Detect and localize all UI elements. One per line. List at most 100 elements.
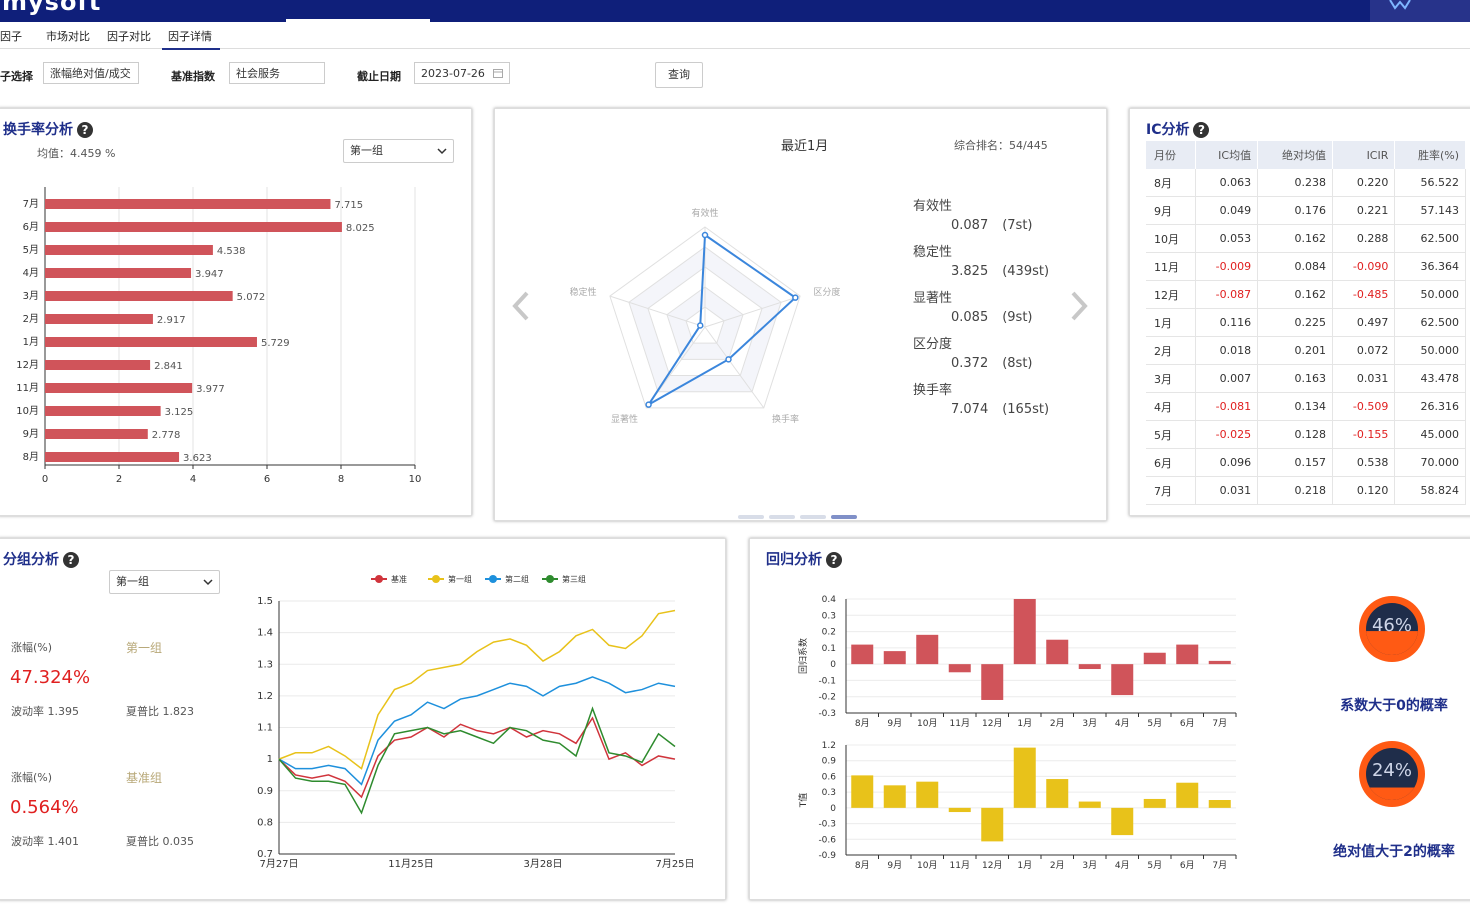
bar: [1111, 664, 1134, 696]
metric-value-row: 0.085 (9st): [913, 310, 1093, 333]
help-icon[interactable]: ?: [1193, 122, 1210, 138]
bar: [981, 664, 1004, 700]
ic-table-cell: 0.128: [1257, 420, 1333, 449]
y-tick-label: 7月: [23, 198, 39, 210]
y-tick-label: -0.6: [818, 835, 836, 845]
x-tick-label: 6: [264, 474, 270, 485]
ic-header-cell[interactable]: 月份: [1146, 141, 1196, 169]
ic-table-row: 9月 0.049 0.176 0.221 57.143: [1146, 196, 1466, 225]
ic-header-cell[interactable]: 绝对均值: [1257, 141, 1333, 169]
carousel-dot[interactable]: [738, 515, 764, 519]
coef-bar-chart: 0.4 0.3 0.2 0.1 0 -0.1 -0.2 -0.3 回归系数 8月 9月 10月 11月 1…: [797, 595, 1237, 729]
ic-table-cell: 0.162: [1257, 280, 1333, 309]
x-tick-label: 3月28日: [523, 858, 562, 870]
ic-table-cell: 0.072: [1332, 336, 1396, 365]
tab-market-compare[interactable]: 市场对比: [46, 30, 90, 43]
radar-spoke: [609, 295, 706, 328]
bar-value-label: 4.538: [217, 246, 246, 257]
y-tick-label: 0.4: [822, 595, 837, 605]
legend-marker: [489, 575, 497, 583]
ic-table-cell: 0.220: [1332, 169, 1396, 197]
bar: [851, 644, 874, 665]
bar: [45, 245, 213, 255]
ic-table-cell: 9月: [1146, 196, 1196, 225]
legend-label: 第三组: [562, 574, 586, 584]
prob1-pct: 46%: [1371, 615, 1412, 636]
chevron-left-icon[interactable]: [511, 291, 531, 321]
x-tick-label: 12月: [982, 860, 1002, 871]
ic-table-cell: -0.509: [1332, 392, 1396, 421]
topbar-active-indicator: [286, 19, 430, 22]
ic-header-cell[interactable]: ICIR: [1332, 141, 1396, 169]
help-icon[interactable]: ?: [77, 122, 93, 138]
bar: [45, 222, 342, 232]
calendar-icon: [493, 69, 503, 78]
chevron-right-icon[interactable]: [1069, 291, 1089, 321]
ic-table-row: 4月 -0.081 0.134 -0.509 26.316: [1146, 392, 1466, 421]
ic-table-cell: 0.134: [1257, 392, 1333, 421]
bar-value-label: 8.025: [346, 223, 375, 234]
y-tick-label: 4月: [23, 267, 39, 279]
y-tick-label: 5月: [23, 244, 39, 256]
y-tick-label: 11月: [16, 382, 39, 394]
group-select[interactable]: 第一组: [109, 570, 220, 594]
metric-value-row: 0.087 (7st): [913, 218, 1093, 241]
carousel-dot[interactable]: [769, 515, 795, 519]
ic-header-cell[interactable]: 胜率(%): [1394, 141, 1466, 169]
user-menu[interactable]: [1370, 0, 1470, 22]
bar: [883, 785, 906, 808]
tab-factor[interactable]: 因子: [0, 30, 22, 43]
index-select[interactable]: 社会服务: [229, 62, 325, 84]
help-icon[interactable]: ?: [63, 552, 79, 568]
ic-table-row: 7月 0.031 0.218 0.120 58.824: [1146, 476, 1466, 505]
group2-rise-value: 0.564%: [10, 797, 79, 818]
date-value: 2023-07-26: [421, 67, 485, 80]
x-tick-label: 8: [338, 474, 344, 485]
ic-table-cell: 0.116: [1195, 308, 1259, 337]
tab-factor-detail[interactable]: 因子详情: [162, 28, 220, 50]
t-bar-chart: 1.2 0.9 0.6 0.3 0 -0.3 -0.6 -0.9 T值 8月 9月 10月 11月 12月…: [797, 741, 1237, 871]
ic-table-cell: 0.031: [1195, 476, 1259, 505]
legend-label: 第一组: [448, 574, 472, 584]
factor-select[interactable]: 涨幅绝对值/成交: [43, 62, 139, 84]
bar-value-label: 2.917: [157, 315, 186, 326]
legend-marker: [546, 575, 554, 583]
ic-table-cell: 0.018: [1195, 336, 1259, 365]
ic-table-cell: 0.049: [1195, 196, 1259, 225]
x-tick-label: 1月: [1017, 860, 1032, 871]
turnover-group-select[interactable]: 第一组: [343, 139, 454, 163]
radar-axis-label: 区分度: [813, 286, 840, 298]
carousel-dot[interactable]: [800, 515, 826, 519]
radar-axis-label: 稳定性: [570, 286, 597, 298]
ic-header-cell[interactable]: IC均值: [1195, 141, 1259, 169]
index-label: 基准指数: [171, 70, 215, 83]
query-button[interactable]: 查询: [655, 62, 703, 88]
ic-table-cell: 0.288: [1332, 224, 1396, 253]
y-tick-label: 3月: [23, 290, 39, 302]
metric-name: 显著性: [913, 291, 953, 306]
carousel-dot-active[interactable]: [831, 515, 857, 519]
x-tick-label: 11月: [950, 718, 970, 729]
bar: [45, 452, 180, 462]
y-tick-label: 1.4: [257, 628, 273, 639]
tab-factor-compare[interactable]: 因子对比: [107, 30, 151, 43]
x-tick-label: 7月: [1212, 718, 1227, 729]
bar: [948, 664, 971, 673]
bar: [45, 360, 151, 370]
bar: [1111, 807, 1134, 836]
ic-table-cell: 0.497: [1332, 308, 1396, 337]
ic-table-cell: 0.538: [1332, 448, 1396, 477]
y-tick-label: 1.1: [257, 723, 273, 734]
y-tick-label: 1.5: [257, 596, 273, 607]
ic-table-row: 11月 -0.009 0.084 -0.090 36.364: [1146, 252, 1466, 281]
ic-table-cell: 12月: [1146, 280, 1196, 309]
ic-table-cell: -0.485: [1332, 280, 1396, 309]
date-picker[interactable]: 2023-07-26: [414, 62, 510, 84]
help-icon[interactable]: ?: [826, 552, 842, 568]
turnover-panel: 换手率分析? 均值：4.459 % 第一组 0 2 4 6 8 10 7月 7.715 6月 8.…: [0, 108, 472, 516]
group-line-chart: 基准 第一组 第二组 第三组 1.5 1.4 1.3 1.2 1.1 1 0.9 0.8 0.77月27…: [257, 574, 694, 870]
bar: [1176, 644, 1199, 665]
x-tick-label: 9月: [887, 718, 902, 729]
ic-table-cell: 10月: [1146, 224, 1196, 253]
turnover-mean: 均值：4.459 %: [37, 147, 116, 160]
